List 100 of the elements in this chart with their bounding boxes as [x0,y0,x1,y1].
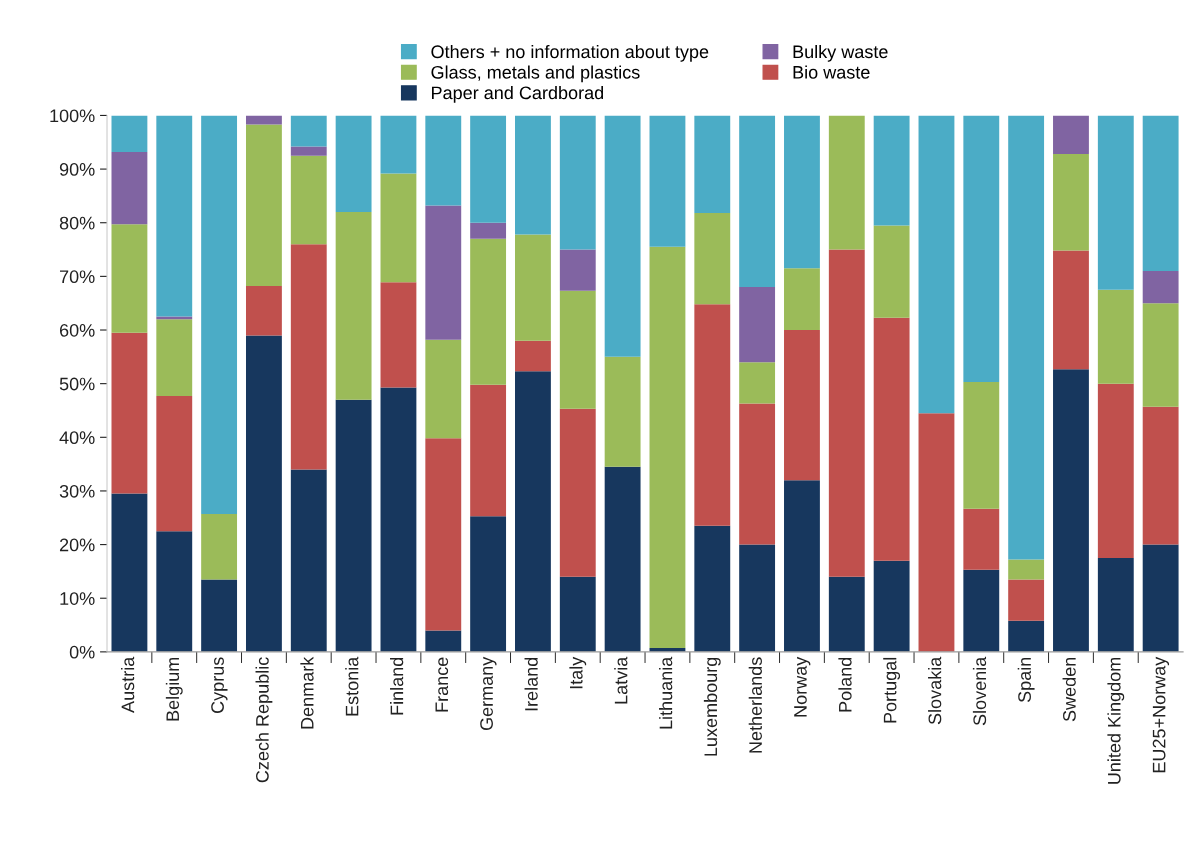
y-tick-label: 30% [59,484,95,498]
x-tick-label: Portugal [883,657,901,723]
bar [470,384,507,517]
bar [246,124,282,287]
bar [380,282,417,388]
x-tick-label: Cyprus [211,657,228,713]
bar [1053,154,1089,251]
bar [828,249,865,577]
bar [739,362,776,404]
bar [559,249,596,291]
bar [1008,559,1045,580]
x-tick-label: Slovenia [972,656,987,726]
bar [559,408,596,577]
bar [290,244,327,470]
bar [873,560,910,652]
bar [111,493,148,652]
bar [156,531,193,652]
x-tick-label: Luxembourg [703,657,721,756]
bar [290,115,327,147]
bar [1097,289,1134,384]
x-tick-label: France [435,657,449,712]
bar [156,319,193,396]
x-tick-label: Lithuania [659,656,673,729]
bar [246,115,282,125]
x-tick-label: Slovakia [928,656,942,725]
bar [425,115,462,206]
bar [1097,383,1134,558]
legend-label: Glass, metals and plastics [431,65,640,83]
bar [784,330,820,481]
bar [559,576,596,652]
bar [1008,620,1045,652]
bar [111,115,148,152]
bar [470,115,507,223]
bar [156,115,193,317]
bar [1142,544,1179,652]
bar [873,225,910,318]
bar [515,234,551,341]
bar [739,287,776,363]
x-tick-label: Norway [794,656,811,717]
x-tick-label: Netherlands [748,657,762,753]
bar [111,224,148,333]
bar [201,115,238,515]
bar [1008,579,1045,621]
bar [380,387,417,652]
bar [649,115,686,247]
bar [470,222,507,239]
y-tick-label: 100% [50,109,95,123]
bar [515,371,551,652]
bar [335,212,372,400]
x-tick-label: Denmark [300,656,314,729]
bar [425,339,462,439]
legend-label: Others + no information about type [431,44,709,62]
bar [739,115,776,288]
bar [828,576,865,652]
bar [425,630,462,652]
bar [739,403,776,545]
bar [201,579,238,652]
legend-label: Bio waste [793,65,870,79]
x-tick-label: Poland [838,657,852,712]
bar [784,268,820,331]
bar [918,413,955,652]
bar [559,290,596,409]
bar [694,115,731,214]
bar [694,213,731,305]
bar [515,115,551,235]
bar [290,146,327,156]
bar [963,508,1000,570]
bar [1097,557,1134,652]
bar [335,115,372,212]
x-tick-label: Finland [390,657,404,715]
bar [111,151,148,225]
x-tick-label: Germany [480,656,497,731]
y-tick-label: 90% [59,163,95,176]
bar [873,317,910,561]
bar [604,356,641,467]
x-tick-label: Estonia [345,656,359,716]
y-tick-label: 20% [59,538,95,552]
x-tick-label: Ireland [524,657,538,711]
bar [918,115,955,414]
legend-label: Bulky waste [793,44,888,62]
bar [380,115,417,174]
y-tick-label: 10% [60,592,95,605]
y-tick-label: 0% [69,645,95,659]
x-tick-label: Spain [1017,657,1035,703]
bar [425,438,462,631]
bar [604,466,641,652]
bar [694,304,731,526]
x-tick-label: Czech Republic [255,657,273,783]
bar [694,525,731,652]
bar [1053,369,1089,652]
bar [335,399,372,652]
bar [1142,303,1179,407]
bar [290,469,327,652]
x-tick-label: Belgium [165,657,183,721]
x-tick-label: EU25+Norway [1152,656,1170,773]
bar [828,115,865,250]
bar [963,569,1000,652]
bar [784,115,820,269]
legend-label: Paper and Cardborad [432,85,604,103]
y-tick-label: 60% [59,323,95,337]
